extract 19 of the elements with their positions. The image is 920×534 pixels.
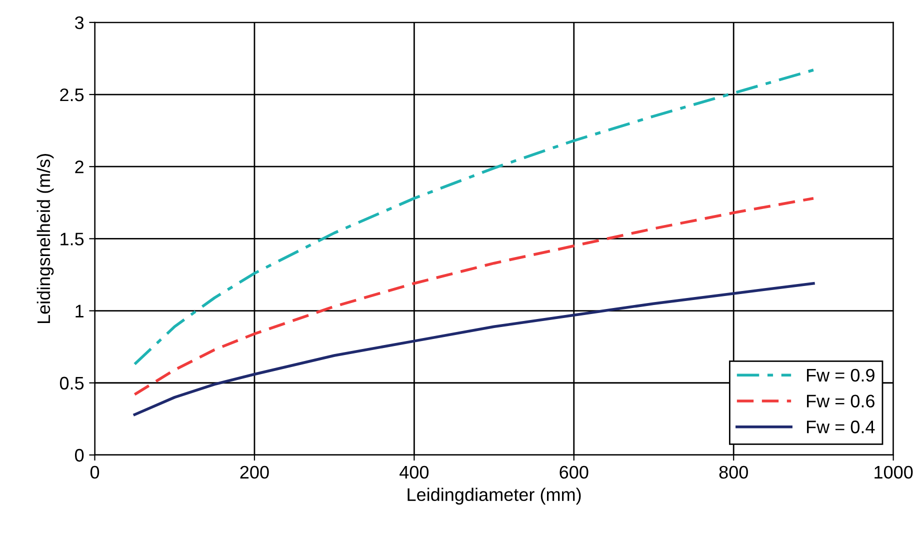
legend-label: Fw = 0.9 — [807, 368, 874, 382]
y-tick-label: 2.5 — [60, 88, 84, 102]
y-tick-label: 1.5 — [60, 232, 84, 246]
y-tick-label: 0.5 — [60, 376, 84, 390]
y-tick-label: 1 — [76, 304, 84, 318]
x-tick-label: 800 — [719, 466, 748, 479]
x-tick-label: 0 — [90, 466, 100, 479]
x-axis-title: Leidingdiameter (mm) — [408, 488, 581, 505]
y-tick-label: 2 — [75, 160, 84, 174]
x-tick-label: 1000 — [874, 466, 913, 479]
y-axis-title: Leidingsnelheid (m/s) — [36, 154, 54, 324]
x-tick-label: 200 — [240, 466, 269, 479]
y-tick-label: 3 — [74, 16, 84, 30]
x-tick-label: 400 — [400, 466, 429, 479]
legend-label: Fw = 0.6 — [807, 394, 874, 408]
legend-label: Fw = 0.4 — [807, 420, 875, 434]
x-tick-label: 600 — [560, 466, 588, 479]
y-tick-label: 0 — [75, 448, 84, 462]
line-series — [133, 68, 815, 366]
